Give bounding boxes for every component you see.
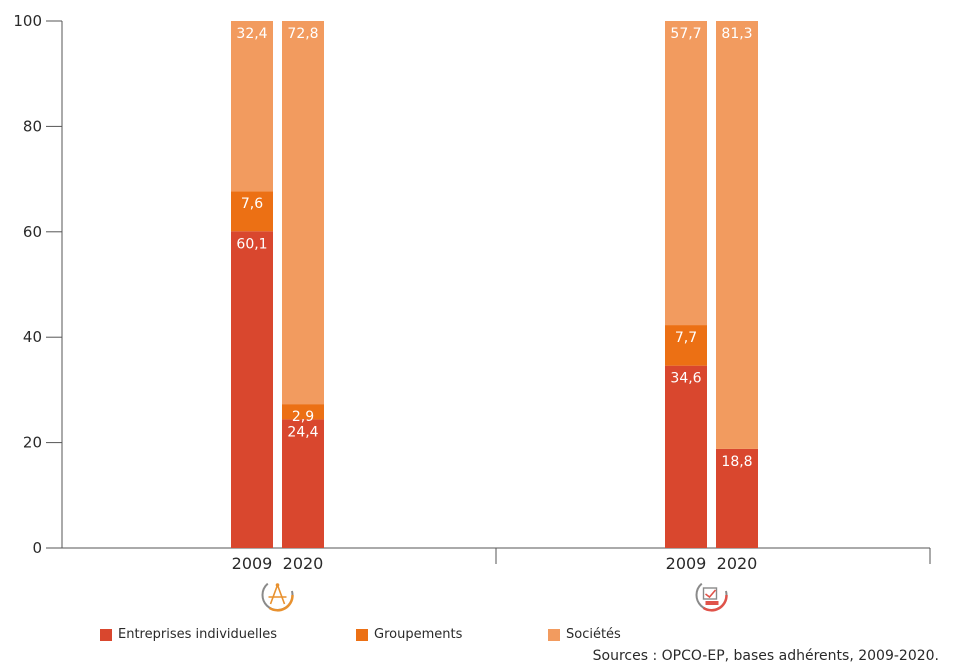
- value-label-g0-b0-s2: 32,4: [236, 26, 267, 42]
- value-label-g1-b0-s1: 7,7: [675, 330, 697, 346]
- value-label-g1-b1-s2: 81,3: [721, 26, 752, 42]
- value-label-g0-b1-s1: 2,9: [292, 409, 314, 425]
- bar-segment-g1-b0-s0: [665, 365, 707, 548]
- value-label-g0-b0-s1: 7,6: [241, 196, 263, 212]
- value-label-g1-b0-s2: 57,7: [670, 26, 701, 42]
- value-label-g0-b1-s0: 24,4: [287, 424, 318, 440]
- legend-label-societes: Sociétés: [566, 627, 621, 642]
- value-label-g0-b1-s2: 72,8: [287, 26, 318, 42]
- value-label-g1-b1-s0: 18,8: [721, 454, 752, 470]
- chart-legend: Entreprises individuelles Groupements So…: [0, 627, 957, 647]
- y-tick-label-0: 0: [32, 539, 42, 557]
- architecture-compass-icon: [261, 579, 294, 612]
- legend-label-entreprises-individuelles: Entreprises individuelles: [118, 627, 277, 642]
- value-label-g1-b0-s0: 34,6: [670, 371, 701, 387]
- bar-segment-g0-b0-s0: [231, 231, 273, 548]
- y-tick-label-80: 80: [23, 117, 42, 135]
- legend-item-societes: Sociétés: [548, 627, 621, 642]
- x-category-label-g1-b1: 2020: [717, 554, 758, 573]
- bar-segment-g1-b0-s2: [665, 21, 707, 326]
- value-label-g0-b0-s0: 60,1: [236, 236, 267, 252]
- y-tick-label-20: 20: [23, 434, 42, 452]
- y-tick-label-60: 60: [23, 223, 42, 241]
- x-category-label-g1-b0: 2009: [666, 554, 707, 573]
- technical-drawing-icon: [695, 579, 728, 612]
- bar-segment-g0-b1-s1: [282, 404, 324, 420]
- x-category-label-g0-b0: 2009: [232, 554, 273, 573]
- bar-segment-g0-b0-s1: [231, 191, 273, 232]
- legend-item-entreprises-individuelles: Entreprises individuelles: [100, 627, 277, 642]
- bar-segment-g0-b0-s2: [231, 21, 273, 192]
- y-tick-label-40: 40: [23, 328, 42, 346]
- bar-segment-g1-b1-s2: [716, 21, 758, 449]
- bar-segment-g1-b0-s1: [665, 325, 707, 366]
- legend-swatch-societes: [548, 628, 560, 641]
- legend-swatch-groupements: [356, 628, 368, 641]
- legend-item-groupements: Groupements: [356, 627, 462, 642]
- legend-label-groupements: Groupements: [374, 627, 463, 642]
- x-category-label-g0-b1: 2020: [283, 554, 324, 573]
- source-note: Sources : OPCO-EP, bases adhérents, 2009…: [592, 648, 939, 664]
- y-tick-label-100: 100: [13, 12, 42, 30]
- bar-segment-g1-b1-s0: [716, 448, 758, 548]
- bar-segment-g0-b1-s0: [282, 419, 324, 548]
- bar-segment-g0-b1-s2: [282, 21, 324, 405]
- legend-swatch-entreprises-individuelles: [100, 628, 112, 641]
